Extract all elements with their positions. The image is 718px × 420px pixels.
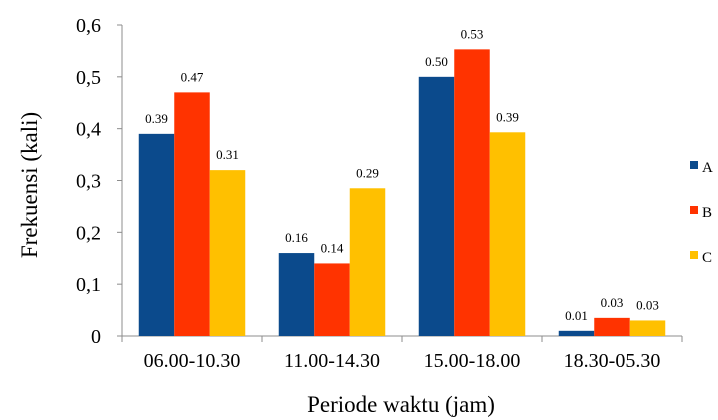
y-tick-label: 0,6 xyxy=(76,15,101,37)
bar-A xyxy=(418,76,455,336)
bars xyxy=(138,49,666,337)
y-tick-label: 0 xyxy=(91,326,101,348)
bar-C xyxy=(489,132,526,336)
x-axis-title: Periode waktu (jam) xyxy=(307,392,495,417)
legend-label-B: B xyxy=(702,205,712,221)
data-label: 0.14 xyxy=(321,240,344,255)
data-label: 0.47 xyxy=(181,69,204,84)
data-label: 0.50 xyxy=(425,54,448,69)
x-tick-label: 18.30-05.30 xyxy=(564,350,661,372)
legend-swatch-B xyxy=(690,206,698,214)
y-tick-label: 0,1 xyxy=(76,274,101,296)
y-tick-label: 0,3 xyxy=(76,171,101,193)
data-label: 0.31 xyxy=(216,147,239,162)
data-label: 0.03 xyxy=(601,295,624,310)
y-tick-label: 0,2 xyxy=(76,222,101,244)
x-tick-label: 06.00-10.30 xyxy=(144,350,241,372)
bar-B xyxy=(314,263,350,336)
tick-labels: 0 0,1 0,2 0,3 0,4 0,5 0,6 06.00-10.30 11.00-14.3… xyxy=(76,15,660,372)
legend: A B C xyxy=(690,160,713,266)
bar-A xyxy=(558,330,595,336)
bar-C xyxy=(349,188,386,336)
bar-B xyxy=(174,92,210,336)
bar-A xyxy=(278,253,315,336)
legend-label-C: C xyxy=(702,250,712,266)
bar-C xyxy=(209,170,246,336)
y-tick-label: 0,4 xyxy=(76,119,101,141)
data-label: 0.16 xyxy=(285,230,308,245)
legend-swatch-A xyxy=(690,161,698,169)
data-label: 0.29 xyxy=(356,165,379,180)
y-axis-title: Frekuensi (kali) xyxy=(17,112,42,258)
bar-C xyxy=(629,320,666,336)
data-label: 0.01 xyxy=(565,308,588,323)
legend-swatch-C xyxy=(690,251,698,259)
bar-B xyxy=(594,317,630,336)
bar-A xyxy=(138,133,175,336)
data-label: 0.53 xyxy=(461,26,484,41)
x-tick-label: 15.00-18.00 xyxy=(424,350,521,372)
data-label: 0.39 xyxy=(145,111,168,126)
data-label: 0.39 xyxy=(496,109,519,124)
legend-label-A: A xyxy=(702,160,713,176)
bar-B xyxy=(454,49,490,337)
y-tick-label: 0,5 xyxy=(76,67,101,89)
data-label: 0.03 xyxy=(636,297,659,312)
data-labels: 0.39 0.47 0.31 0.16 0.14 0.29 0.50 0.53 0.39 0.01… xyxy=(145,26,659,322)
x-tick-label: 11.00-14.30 xyxy=(284,350,380,372)
